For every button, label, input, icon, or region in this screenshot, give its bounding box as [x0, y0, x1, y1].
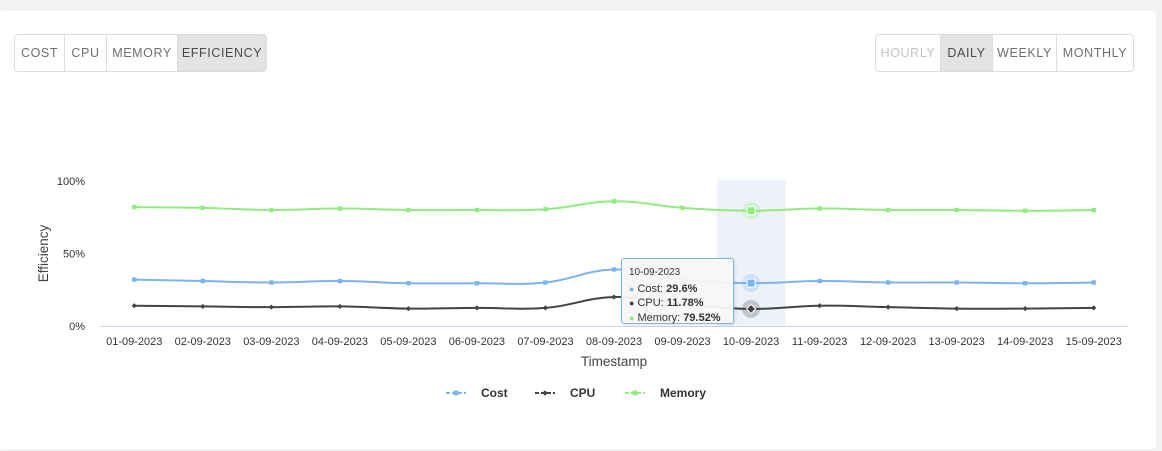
x-tick-label: 12-09-2023 [860, 336, 916, 348]
x-tick-label: 15-09-2023 [1066, 336, 1122, 348]
memory-dot-icon: ● [629, 312, 635, 323]
memory-point [474, 207, 480, 213]
cpu-point [200, 303, 206, 310]
memory-point [200, 205, 205, 211]
cost-point [611, 267, 617, 272]
memory-point [611, 199, 617, 204]
tooltip-row-memory: ● Memory: 79.52% [629, 311, 726, 326]
tooltip-row-cpu: ● CPU: 11.78% [629, 296, 726, 311]
cost-point [1091, 280, 1096, 285]
cost-hover-point [746, 278, 756, 288]
memory-hover-point [746, 206, 756, 216]
x-tick-label: 07-09-2023 [517, 336, 573, 348]
interval-selector: HOURLY DAILY WEEKLY MONTHLY [875, 34, 1134, 72]
cpu-point [337, 303, 343, 310]
tooltip-memory-value: 79.52% [683, 311, 721, 324]
memory-point [817, 206, 822, 211]
x-axis-title: Timestamp [581, 354, 647, 369]
cost-point [269, 280, 274, 285]
x-tick-label: 09-09-2023 [654, 336, 710, 348]
tooltip-date: 10-09-2023 [629, 267, 681, 278]
cost-legend-label: Cost [481, 386, 508, 400]
memory-point [406, 207, 411, 213]
cost-point [406, 281, 411, 286]
cpu-point [474, 305, 480, 311]
memory-point [543, 207, 548, 212]
cpu-point [817, 303, 823, 309]
tab-weekly[interactable]: WEEKLY [993, 35, 1057, 71]
cpu-hover-point [745, 303, 757, 315]
tab-efficiency[interactable]: EFFICIENCY [178, 35, 266, 71]
cost-legend-marker [453, 390, 459, 396]
cost-point [954, 280, 959, 285]
memory-point [269, 207, 274, 213]
x-tick-label: 11-09-2023 [792, 336, 847, 348]
cost-point [474, 281, 480, 286]
tooltip-cpu-label: CPU: [637, 297, 667, 309]
memory-point [680, 205, 685, 211]
tooltip-cpu-value: 11.78% [666, 297, 704, 309]
y-tick-label: 0% [69, 321, 85, 333]
cost-point [337, 278, 343, 284]
tooltip-cost-value: 29.6% [666, 282, 698, 295]
x-tick-label: 01-09-2023 [106, 336, 162, 348]
y-tick-label: 50% [63, 249, 85, 261]
x-tick-label: 05-09-2023 [380, 336, 436, 348]
cost-point [200, 278, 205, 284]
x-tick-label: 13-09-2023 [929, 336, 985, 348]
chart-tooltip: 10-09-2023 ● Cost: 29.6% ● CPU: 11.78% ● Me… [621, 258, 734, 324]
memory-point [885, 207, 891, 213]
cost-point [132, 277, 137, 282]
x-tick-label: 08-09-2023 [586, 336, 642, 348]
cpu-point [611, 294, 617, 300]
tab-cost[interactable]: COST [15, 35, 65, 71]
cpu-point [885, 304, 891, 310]
tooltip-cost-label: Cost: [637, 282, 667, 295]
memory-legend-marker [632, 390, 638, 396]
memory-point [1023, 208, 1028, 213]
cpu-point [1022, 306, 1028, 312]
cpu-point [1091, 305, 1097, 311]
tab-monthly[interactable]: MONTHLY [1057, 35, 1133, 71]
cpu-point [954, 306, 960, 312]
cost-point [1023, 281, 1028, 286]
memory-point [337, 206, 343, 211]
cost-point [885, 280, 891, 285]
memory-point [954, 207, 959, 213]
cpu-point [542, 305, 549, 311]
y-axis-title: Efficiency [36, 224, 51, 282]
tooltip-row-cost: ● Cost: 29.6% [629, 282, 726, 297]
memory-point [132, 204, 137, 210]
cpu-legend-label: CPU [570, 386, 595, 400]
memory-point [1091, 207, 1096, 213]
cost-dot-icon: ● [629, 283, 635, 294]
chart-card [0, 11, 1156, 449]
x-tick-label: 03-09-2023 [243, 336, 299, 348]
tab-hourly[interactable]: HOURLY [876, 35, 941, 71]
cost-point [817, 278, 822, 284]
x-tick-label: 02-09-2023 [175, 336, 231, 348]
cpu-legend-marker [542, 390, 548, 396]
cpu-point [405, 306, 411, 312]
tab-cpu[interactable]: CPU [65, 35, 107, 71]
y-tick-label: 100% [57, 176, 85, 188]
cpu-point [268, 304, 274, 310]
tab-memory[interactable]: MEMORY [107, 35, 178, 71]
tooltip-memory-label: Memory: [637, 311, 684, 324]
memory-legend-label: Memory [660, 386, 706, 400]
x-tick-label: 04-09-2023 [312, 336, 368, 348]
x-tick-label: 06-09-2023 [449, 336, 505, 348]
tab-daily[interactable]: DAILY [941, 35, 993, 71]
x-tick-label: 14-09-2023 [997, 336, 1053, 348]
cpu-dot-icon: ● [629, 298, 635, 308]
cost-point [543, 280, 548, 285]
x-tick-label: 10-09-2023 [723, 336, 779, 348]
metric-selector: COST CPU MEMORY EFFICIENCY [14, 34, 267, 72]
cpu-point [131, 303, 137, 309]
